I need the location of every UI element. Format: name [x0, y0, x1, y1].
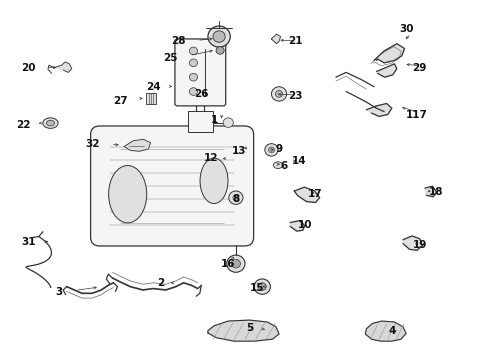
Polygon shape	[373, 44, 404, 63]
Polygon shape	[124, 139, 150, 151]
Text: 10: 10	[298, 220, 312, 230]
Text: 14: 14	[291, 156, 305, 166]
Ellipse shape	[108, 166, 146, 223]
Circle shape	[228, 191, 243, 204]
Polygon shape	[402, 236, 422, 250]
Circle shape	[216, 46, 224, 54]
Circle shape	[264, 144, 278, 156]
Text: 18: 18	[428, 187, 443, 197]
Text: 5: 5	[245, 323, 253, 333]
Circle shape	[213, 31, 225, 42]
Ellipse shape	[43, 118, 58, 129]
Text: 4: 4	[387, 325, 395, 336]
Polygon shape	[365, 321, 405, 341]
Text: 31: 31	[21, 237, 36, 247]
Text: 21: 21	[287, 36, 302, 46]
Polygon shape	[289, 221, 304, 231]
Text: 9: 9	[275, 144, 282, 154]
Circle shape	[271, 87, 286, 101]
Text: 2: 2	[157, 278, 164, 288]
Ellipse shape	[273, 162, 282, 168]
Text: 32: 32	[85, 139, 99, 149]
Text: 19: 19	[412, 239, 426, 249]
Text: 25: 25	[163, 53, 178, 63]
Polygon shape	[207, 320, 279, 341]
Text: 22: 22	[16, 120, 31, 130]
Text: 3: 3	[55, 287, 62, 297]
Ellipse shape	[200, 158, 227, 203]
Circle shape	[189, 59, 197, 67]
Bar	[146, 93, 155, 104]
Circle shape	[223, 118, 233, 127]
Polygon shape	[424, 186, 436, 197]
Circle shape	[268, 147, 274, 153]
Text: 30: 30	[399, 24, 413, 35]
Text: 23: 23	[287, 91, 302, 101]
Circle shape	[275, 91, 282, 97]
Text: 29: 29	[412, 63, 426, 73]
Text: 6: 6	[280, 161, 287, 171]
Text: 17: 17	[307, 189, 322, 199]
Text: 117: 117	[406, 111, 427, 121]
Text: 1: 1	[210, 115, 217, 125]
Text: 13: 13	[232, 146, 246, 156]
Circle shape	[226, 255, 244, 272]
Circle shape	[254, 279, 270, 294]
Text: 16: 16	[221, 259, 235, 269]
Text: 8: 8	[232, 194, 239, 204]
Circle shape	[189, 88, 197, 95]
FancyBboxPatch shape	[90, 126, 253, 246]
Circle shape	[189, 47, 197, 55]
Circle shape	[189, 73, 197, 81]
Text: 26: 26	[194, 89, 208, 99]
Ellipse shape	[46, 120, 55, 126]
Polygon shape	[376, 64, 396, 77]
Polygon shape	[54, 62, 72, 72]
Text: 28: 28	[171, 36, 185, 46]
Polygon shape	[271, 34, 280, 44]
Bar	[187, 111, 213, 132]
Text: 24: 24	[145, 82, 160, 92]
Polygon shape	[294, 187, 319, 202]
Circle shape	[258, 283, 266, 291]
Polygon shape	[366, 103, 391, 116]
Text: 12: 12	[204, 153, 218, 163]
Text: 15: 15	[249, 283, 264, 293]
Circle shape	[231, 259, 240, 268]
FancyBboxPatch shape	[175, 39, 225, 106]
Circle shape	[207, 26, 230, 47]
Circle shape	[232, 195, 239, 201]
Text: 27: 27	[113, 96, 127, 106]
Text: 20: 20	[21, 63, 36, 73]
